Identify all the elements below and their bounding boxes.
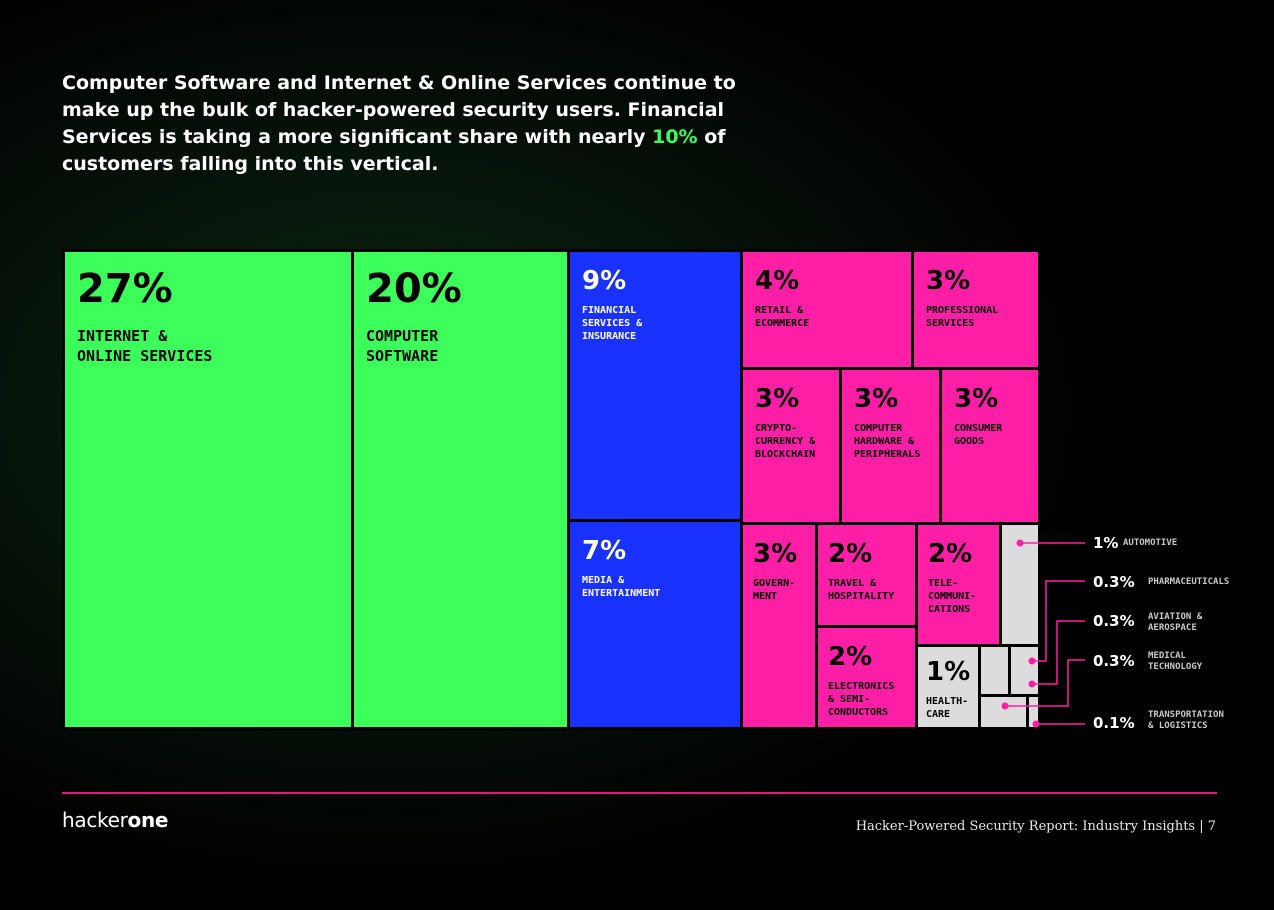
external-category-label: PHARMACEUTICALS bbox=[1148, 577, 1230, 587]
category-label: MEDIA & ENTERTAINMENT bbox=[582, 575, 661, 599]
value-label: 20% bbox=[366, 266, 462, 312]
value-label: 2% bbox=[828, 539, 873, 569]
tile-retail: 4% RETAIL & ECOMMERCE bbox=[740, 249, 914, 370]
category-label: FINANCIAL SERVICES & INSURANCE bbox=[582, 305, 643, 342]
category-label: TRAVEL & HOSPITALITY bbox=[828, 578, 895, 602]
external-category-label: AUTOMOTIVE bbox=[1123, 538, 1178, 548]
tile-government: 3% GOVERN- MENT bbox=[740, 522, 818, 730]
tile-pharma bbox=[978, 644, 1011, 697]
value-label: 4% bbox=[755, 266, 800, 296]
external-category-label: AVIATION & AEROSPACE bbox=[1148, 612, 1203, 633]
category-label: COMPUTER SOFTWARE bbox=[366, 327, 439, 365]
value-label: 3% bbox=[854, 384, 899, 414]
value-label: 7% bbox=[582, 536, 627, 566]
value-label: 3% bbox=[926, 266, 971, 296]
tile-financial: 9% FINANCIAL SERVICES & INSURANCE bbox=[567, 249, 743, 522]
headline-highlight: 10% bbox=[652, 126, 698, 148]
external-category-label: MEDICAL TECHNOLOGY bbox=[1148, 651, 1203, 672]
external-value-label: 0.3% bbox=[1093, 573, 1135, 591]
headline-part1: Computer Software and Internet & Online … bbox=[62, 72, 736, 148]
external-value-label: 0.3% bbox=[1093, 652, 1135, 670]
headline-part2: of customers falling into this vertical. bbox=[62, 126, 726, 175]
value-label: 2% bbox=[928, 539, 973, 569]
tile-software: 20% COMPUTER SOFTWARE bbox=[351, 249, 570, 730]
tile-automotive bbox=[999, 522, 1041, 647]
value-label: 3% bbox=[753, 539, 798, 569]
tile-consumer: 3% CONSUMER GOODS bbox=[939, 367, 1041, 525]
tile-media: 7% MEDIA & ENTERTAINMENT bbox=[567, 519, 743, 730]
tile-healthcare: 1% HEALTH- CARE bbox=[915, 644, 981, 730]
tile-professional: 3% PROFESSIONAL SERVICES bbox=[911, 249, 1041, 370]
logo-hacker: hacker bbox=[62, 808, 128, 832]
tile-electronics: 2% ELECTRONICS & SEMI- CONDUCTORS bbox=[815, 625, 918, 730]
logo-one: one bbox=[127, 808, 169, 832]
divider-rule bbox=[62, 792, 1217, 794]
tile-travel: 2% TRAVEL & HOSPITALITY bbox=[815, 522, 918, 628]
external-value-label: 0.3% bbox=[1093, 612, 1135, 630]
category-label: TELE- COMMUNI- CATIONS bbox=[928, 578, 977, 615]
category-label: INTERNET & ONLINE SERVICES bbox=[77, 327, 213, 365]
hackerone-logo: hackerone bbox=[62, 808, 168, 832]
external-value-label: 0.1% bbox=[1093, 714, 1135, 732]
value-label: 9% bbox=[582, 266, 627, 296]
value-label: 27% bbox=[77, 266, 173, 312]
category-label: ELECTRONICS & SEMI- CONDUCTORS bbox=[828, 681, 895, 718]
category-label: CRYPTO- CURRENCY & BLOCKCHAIN bbox=[755, 423, 816, 460]
tile-transport bbox=[1026, 694, 1041, 730]
category-label: RETAIL & ECOMMERCE bbox=[755, 305, 810, 329]
tile-crypto: 3% CRYPTO- CURRENCY & BLOCKCHAIN bbox=[740, 367, 842, 525]
footer-report-title: Hacker-Powered Security Report: Industry… bbox=[855, 819, 1216, 834]
external-value-label: 1% bbox=[1093, 534, 1119, 552]
headline: Computer Software and Internet & Online … bbox=[62, 70, 782, 178]
category-label: HEALTH- CARE bbox=[926, 696, 969, 720]
value-label: 3% bbox=[755, 384, 800, 414]
value-label: 2% bbox=[828, 642, 873, 672]
category-label: CONSUMER GOODS bbox=[954, 423, 1003, 447]
tile-internet: 27% INTERNET & ONLINE SERVICES bbox=[62, 249, 354, 730]
value-label: 1% bbox=[926, 657, 971, 687]
category-label: COMPUTER HARDWARE & PERIPHERALS bbox=[854, 423, 921, 460]
category-label: GOVERN- MENT bbox=[753, 578, 796, 602]
tile-aviation bbox=[1008, 644, 1041, 697]
tile-medical bbox=[978, 694, 1029, 730]
tile-telecom: 2% TELE- COMMUNI- CATIONS bbox=[915, 522, 1002, 647]
tile-hardware: 3% COMPUTER HARDWARE & PERIPHERALS bbox=[839, 367, 942, 525]
category-label: PROFESSIONAL SERVICES bbox=[926, 305, 999, 329]
external-category-label: TRANSPORTATION & LOGISTICS bbox=[1148, 710, 1224, 731]
value-label: 3% bbox=[954, 384, 999, 414]
